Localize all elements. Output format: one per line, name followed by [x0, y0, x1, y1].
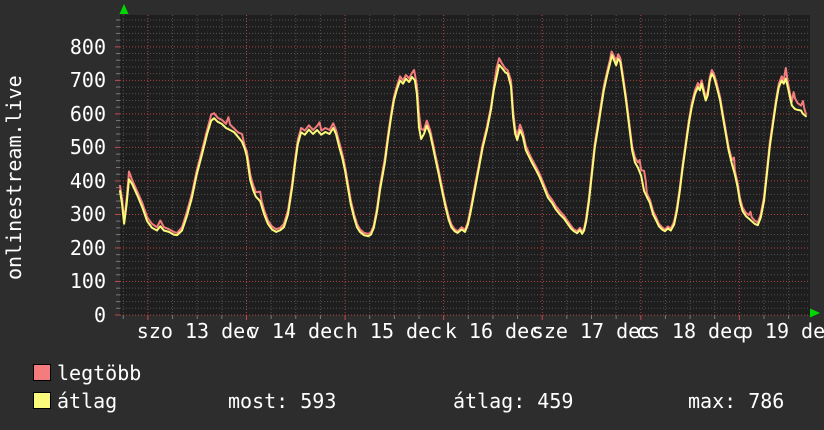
- x-axis-label: k 16 dec: [444, 319, 542, 343]
- stat-max: max: 786: [688, 389, 785, 413]
- y-axis-label: 400: [69, 169, 106, 193]
- y-axis-label: 600: [69, 102, 106, 126]
- x-axis-label: p 19 dec: [740, 319, 824, 343]
- legend-swatch-legtobb: [33, 364, 51, 381]
- y-axis-label: 800: [69, 35, 106, 59]
- x-axis-label: v 14 dec: [247, 319, 345, 343]
- y-axis-label: 0: [93, 303, 106, 327]
- y-axis-label: 500: [69, 135, 106, 159]
- y-axis-label: 300: [69, 202, 106, 226]
- x-axis-label: szo 13 dec: [136, 319, 258, 343]
- legend-swatch-atlag: [33, 392, 51, 409]
- series-legtobb-line: [119, 50, 807, 235]
- y-axis-label: 200: [69, 236, 106, 260]
- y-axis-arrow-icon: [119, 4, 129, 14]
- legend-label-legtobb: legtöbb: [57, 361, 142, 385]
- stat-most: most: 593: [228, 389, 337, 413]
- series-atlag-line: [119, 54, 807, 238]
- x-axis-label: cs 18 dec: [635, 319, 745, 343]
- y-axis-label: 100: [69, 269, 106, 293]
- x-axis-arrow-icon: [810, 308, 820, 318]
- stat-atlag: átlag: 459: [453, 389, 574, 413]
- y-axis-label: 700: [69, 68, 106, 92]
- x-axis-label: h 15 dec: [345, 319, 443, 343]
- legend-label-atlag: átlag: [57, 389, 118, 413]
- x-axis-label: sze 17 dec: [531, 319, 653, 343]
- plot-area: [120, 15, 810, 315]
